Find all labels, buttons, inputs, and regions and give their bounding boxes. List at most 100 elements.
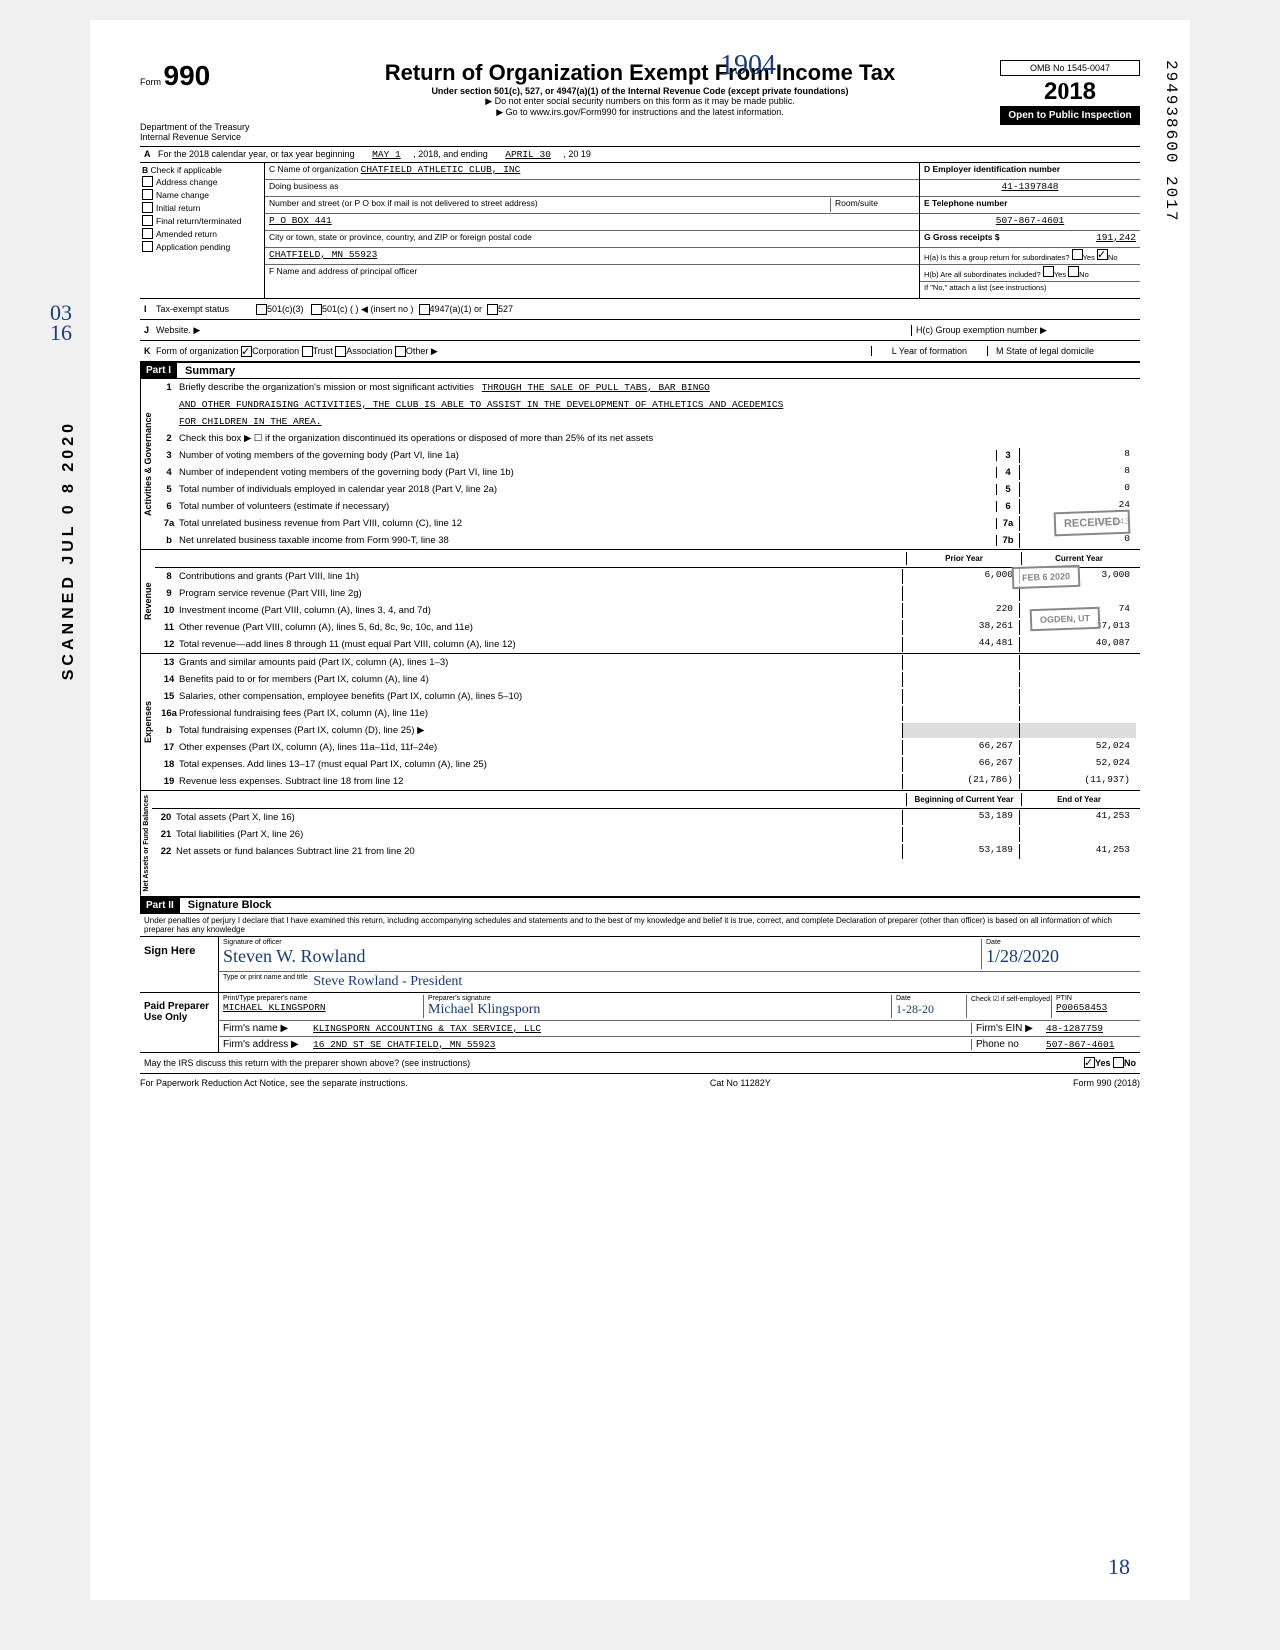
cb-hb-no[interactable] bbox=[1068, 266, 1079, 277]
cb-discuss-no[interactable] bbox=[1113, 1057, 1124, 1068]
sig-date-label: Date bbox=[986, 939, 1136, 946]
form-prefix: Form bbox=[140, 77, 161, 87]
line14: Benefits paid to or for members (Part IX… bbox=[179, 674, 902, 685]
cb-ha-yes[interactable] bbox=[1072, 249, 1083, 260]
line19: Revenue less expenses. Subtract line 18 … bbox=[179, 776, 902, 787]
part2-label: Part II bbox=[140, 898, 180, 913]
cb-pending[interactable] bbox=[142, 241, 153, 252]
scanned-stamp: SCANNED JUL 0 8 2020 bbox=[60, 420, 78, 680]
cb-address[interactable] bbox=[142, 176, 153, 187]
c12: 40,087 bbox=[1019, 637, 1136, 652]
cb-other[interactable] bbox=[395, 346, 406, 357]
paid-label: Paid Preparer Use Only bbox=[140, 993, 218, 1052]
line12: Total revenue—add lines 8 through 11 (mu… bbox=[179, 639, 902, 650]
phone-label: Phone no bbox=[971, 1039, 1046, 1050]
cb-ha-no[interactable] bbox=[1097, 249, 1108, 260]
cb-501c[interactable] bbox=[311, 304, 322, 315]
perjury-text: Under penalties of perjury I declare tha… bbox=[140, 914, 1140, 937]
row-m: M State of legal domicile bbox=[987, 346, 1136, 356]
end-header: End of Year bbox=[1021, 793, 1136, 806]
row-a-begin: MAY 1 bbox=[372, 149, 401, 160]
cb-trust[interactable] bbox=[302, 346, 313, 357]
part1-label: Part I bbox=[140, 363, 177, 378]
self-emp: Check ☑ if self-employed bbox=[966, 995, 1051, 1018]
row-hc: H(c) Group exemption number ▶ bbox=[911, 325, 1136, 336]
line1-val: THROUGH THE SALE OF PULL TABS, BAR BINGO bbox=[482, 382, 710, 393]
e20: 41,253 bbox=[1019, 810, 1136, 825]
f-label: F Name and address of principal officer bbox=[265, 265, 919, 281]
e21 bbox=[1019, 827, 1136, 842]
cb-final[interactable] bbox=[142, 215, 153, 226]
cb-4947[interactable] bbox=[419, 304, 430, 315]
hw-margin-2: 16 bbox=[50, 320, 72, 346]
line3: Number of voting members of the governin… bbox=[179, 450, 996, 461]
row-i-label: Tax-exempt status bbox=[156, 304, 256, 314]
prep-signature: Michael Klingsporn bbox=[428, 1002, 540, 1017]
line2: Check this box ▶ ☐ if the organization d… bbox=[179, 433, 1136, 444]
cb-hb-yes[interactable] bbox=[1043, 266, 1054, 277]
b22: 53,189 bbox=[902, 844, 1019, 859]
cb-527[interactable] bbox=[487, 304, 498, 315]
typed-name: Steve Rowland - President bbox=[313, 974, 462, 990]
opt-final: Final return/terminated bbox=[156, 216, 242, 226]
subtitle: Under section 501(c), 527, or 4947(a)(1)… bbox=[290, 86, 990, 96]
c19: (11,937) bbox=[1019, 774, 1136, 789]
received-stamp: RECEIVED bbox=[1053, 510, 1130, 537]
city-val: CHATFIELD, MN 55923 bbox=[265, 248, 919, 265]
governance-section: Activities & Governance 1Briefly describ… bbox=[140, 379, 1140, 550]
opt-name: Name change bbox=[156, 190, 209, 200]
prep-sig-label: Preparer's signature bbox=[428, 995, 891, 1002]
line5: Total number of individuals employed in … bbox=[179, 484, 996, 495]
firm-addr-label: Firm's address ▶ bbox=[223, 1039, 313, 1050]
current-header: Current Year bbox=[1021, 552, 1136, 565]
cb-corp[interactable] bbox=[241, 346, 252, 357]
part-1-header: Part I Summary bbox=[140, 362, 1140, 379]
room-label: Room/suite bbox=[830, 198, 915, 212]
row-a-end: APRIL 30 bbox=[505, 149, 551, 160]
ptin-val: P00658453 bbox=[1056, 1002, 1107, 1013]
opt-amended: Amended return bbox=[156, 229, 217, 239]
cb-discuss-yes[interactable] bbox=[1084, 1057, 1095, 1068]
rev-label: Revenue bbox=[140, 550, 155, 653]
p9 bbox=[902, 586, 1019, 601]
row-j: Website. ▶ bbox=[156, 325, 911, 336]
revenue-section: Revenue Prior Year Current Year 8Contrib… bbox=[140, 550, 1140, 654]
opt-pending: Application pending bbox=[156, 242, 230, 252]
city-label: City or town, state or province, country… bbox=[265, 231, 919, 248]
p19: (21,786) bbox=[902, 774, 1019, 789]
cb-amended[interactable] bbox=[142, 228, 153, 239]
c-val: CHATFIELD ATHLETIC CLUB, INC bbox=[361, 164, 521, 175]
gov-label: Activities & Governance bbox=[140, 379, 155, 549]
line1-cont1: AND OTHER FUNDRAISING ACTIVITIES, THE CL… bbox=[179, 399, 1136, 410]
line10: Investment income (Part VIII, column (A)… bbox=[179, 605, 902, 616]
sign-here-label: Sign Here bbox=[140, 937, 218, 992]
val5: 0 bbox=[1019, 482, 1136, 497]
cb-501c3[interactable] bbox=[256, 304, 267, 315]
form-ref: Form 990 (2018) bbox=[1073, 1078, 1140, 1088]
cb-assoc[interactable] bbox=[335, 346, 346, 357]
footer: For Paperwork Reduction Act Notice, see … bbox=[140, 1074, 1140, 1088]
stamp-date: FEB 6 2020 bbox=[1012, 565, 1081, 589]
irs-label: Internal Revenue Service bbox=[140, 132, 280, 142]
hw-bottom: 18 bbox=[1108, 1554, 1130, 1580]
stamp-ogden: OGDEN, UT bbox=[1030, 607, 1101, 631]
cb-initial[interactable] bbox=[142, 202, 153, 213]
b21 bbox=[902, 827, 1019, 842]
ein-val: 48-1287759 bbox=[1046, 1023, 1136, 1034]
firm-addr: 16 2ND ST SE CHATFIELD, MN 55923 bbox=[313, 1039, 971, 1050]
b20: 53,189 bbox=[902, 810, 1019, 825]
b-header: Check if applicable bbox=[151, 165, 222, 175]
sig-date: 1/28/2020 bbox=[986, 946, 1059, 966]
print-label: Print/Type preparer's name bbox=[223, 995, 423, 1002]
line1-cont2: FOR CHILDREN IN THE AREA. bbox=[179, 416, 1136, 427]
cb-name[interactable] bbox=[142, 189, 153, 200]
prep-date-label: Date bbox=[896, 995, 966, 1002]
line6: Total number of volunteers (estimate if … bbox=[179, 501, 996, 512]
paid-preparer-row: Paid Preparer Use Only Print/Type prepar… bbox=[140, 993, 1140, 1053]
line21: Total liabilities (Part X, line 26) bbox=[176, 829, 902, 840]
cat-no: Cat No 11282Y bbox=[710, 1078, 771, 1088]
ptin-label: PTIN bbox=[1056, 995, 1136, 1002]
inst-1: ▶ Do not enter social security numbers o… bbox=[290, 96, 990, 107]
line16a: Professional fundraising fees (Part IX, … bbox=[179, 708, 902, 719]
ha-label: H(a) Is this a group return for subordin… bbox=[924, 253, 1070, 262]
